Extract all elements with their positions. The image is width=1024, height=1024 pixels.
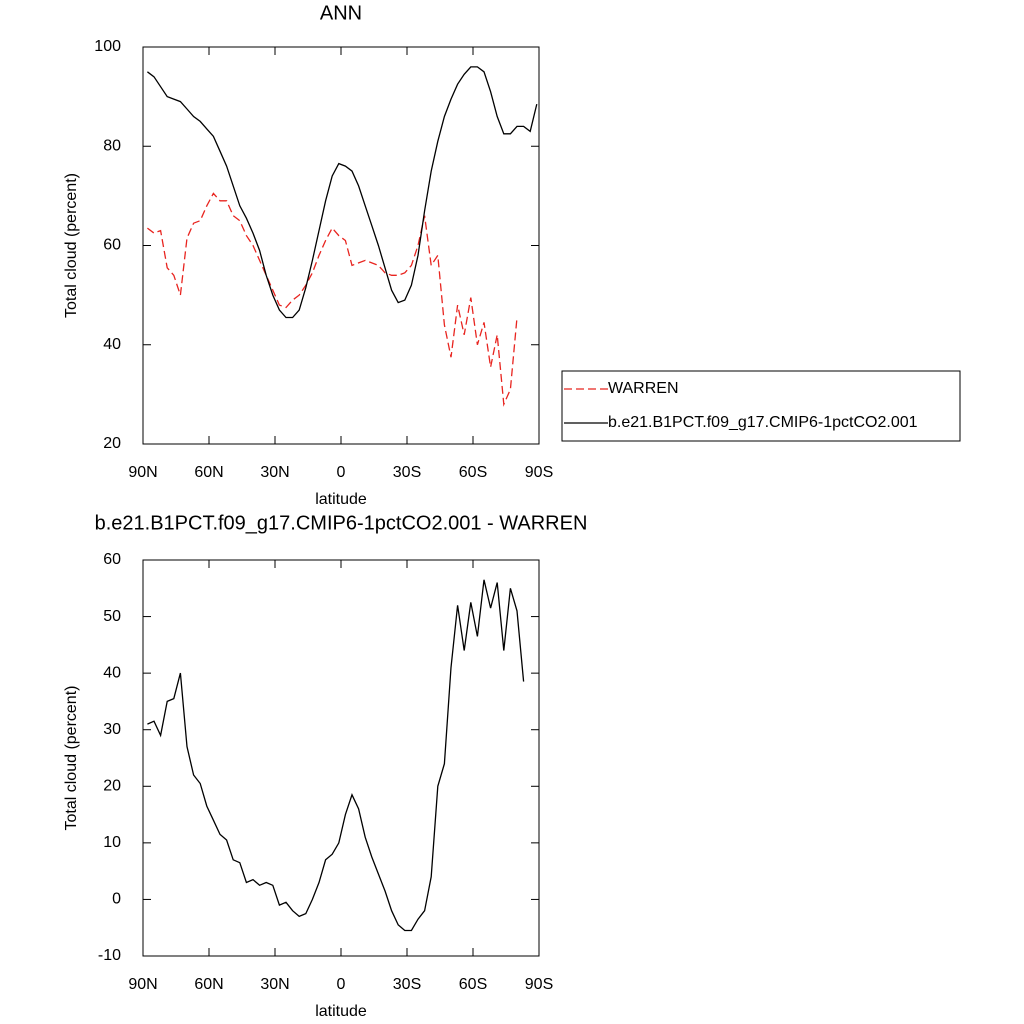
y-axis-label: Total cloud (percent) xyxy=(63,686,80,831)
y-tick-label: 40 xyxy=(103,664,121,681)
x-tick-label: 30N xyxy=(260,976,289,993)
x-tick-label: 90N xyxy=(128,976,157,993)
x-tick-label: 60S xyxy=(459,976,487,993)
y-tick-label: 10 xyxy=(103,834,121,851)
x-axis-label: latitude xyxy=(315,491,367,508)
x-tick-label: 0 xyxy=(337,976,346,993)
legend-box xyxy=(561,370,961,442)
data-line xyxy=(147,192,518,407)
y-tick-label: 30 xyxy=(103,721,121,738)
x-tick-label: 60S xyxy=(459,464,487,481)
x-tick-label: 30S xyxy=(393,464,421,481)
y-tick-label: 40 xyxy=(103,336,121,353)
data-line xyxy=(147,579,525,932)
y-axis-label: Total cloud (percent) xyxy=(63,173,80,318)
x-tick-label: 60N xyxy=(194,976,223,993)
x-tick-label: 90S xyxy=(525,976,553,993)
x-tick-label: 90S xyxy=(525,464,553,481)
x-tick-label: 30S xyxy=(393,976,421,993)
y-tick-label: 80 xyxy=(103,137,121,154)
plot-frame xyxy=(142,46,540,445)
chart-title: b.e21.B1PCT.f09_g17.CMIP6-1pctCO2.001 - … xyxy=(95,512,588,534)
legend-label: WARREN xyxy=(608,380,679,397)
x-tick-label: 90N xyxy=(128,464,157,481)
data-line xyxy=(147,66,538,319)
y-tick-label: 100 xyxy=(94,38,121,55)
y-tick-label: 60 xyxy=(103,237,121,254)
legend-label: b.e21.B1PCT.f09_g17.CMIP6-1pctCO2.001 xyxy=(608,414,918,431)
x-tick-label: 30N xyxy=(260,464,289,481)
y-tick-label: 20 xyxy=(103,435,121,452)
y-tick-label: 0 xyxy=(112,891,121,908)
y-tick-label: -10 xyxy=(98,947,121,964)
x-tick-label: 0 xyxy=(337,464,346,481)
y-tick-label: 60 xyxy=(103,551,121,568)
y-tick-label: 20 xyxy=(103,778,121,795)
x-axis-label: latitude xyxy=(315,1003,367,1020)
x-tick-label: 60N xyxy=(194,464,223,481)
chart-title: ANN xyxy=(320,2,362,24)
y-tick-label: 50 xyxy=(103,608,121,625)
